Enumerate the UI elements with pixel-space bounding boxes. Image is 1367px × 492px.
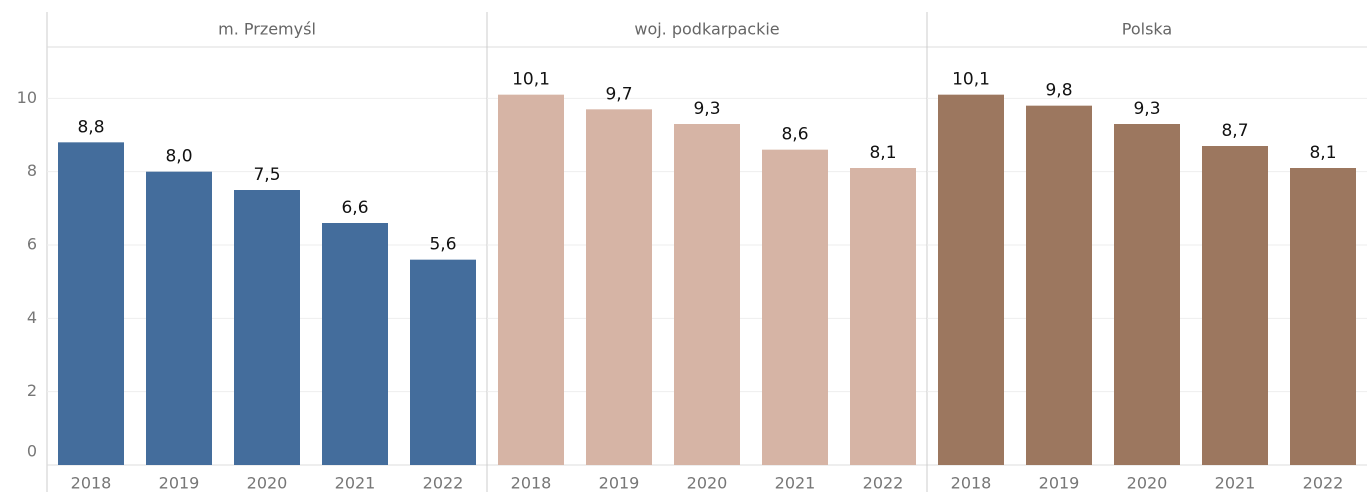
value-label: 8,1 — [869, 143, 896, 163]
bar — [586, 109, 652, 465]
x-tick-label: 2021 — [1215, 474, 1256, 492]
value-label: 8,7 — [1221, 121, 1248, 141]
x-tick-label: 2019 — [1039, 474, 1080, 492]
bar — [1202, 146, 1268, 465]
x-tick-label: 2019 — [599, 474, 640, 492]
value-label: 9,7 — [605, 84, 632, 104]
value-label: 10,1 — [952, 70, 990, 90]
x-tick-label: 2020 — [1127, 474, 1168, 492]
y-tick-label: 8 — [27, 161, 37, 180]
x-tick-label: 2022 — [1303, 474, 1344, 492]
bar — [1290, 168, 1356, 465]
x-tick-label: 2020 — [247, 474, 288, 492]
bar — [850, 168, 916, 465]
value-label: 9,3 — [1133, 99, 1160, 119]
x-tick-label: 2018 — [511, 474, 552, 492]
value-label: 9,8 — [1045, 81, 1072, 101]
bar — [1026, 105, 1092, 466]
y-tick-label: 0 — [27, 442, 37, 461]
x-tick-label: 2022 — [423, 474, 464, 492]
bar — [938, 94, 1004, 466]
value-label: 8,6 — [781, 125, 808, 145]
value-label: 10,1 — [512, 70, 550, 90]
panel-title: woj. podkarpackie — [634, 20, 779, 39]
value-label: 6,6 — [341, 198, 368, 218]
x-tick-label: 2019 — [159, 474, 200, 492]
y-tick-label: 4 — [27, 308, 37, 327]
x-tick-label: 2020 — [687, 474, 728, 492]
bar — [674, 124, 740, 465]
panel-title: m. Przemyśl — [218, 20, 316, 39]
x-tick-label: 2018 — [951, 474, 992, 492]
bar — [322, 223, 388, 465]
x-tick-label: 2021 — [335, 474, 376, 492]
bar — [1114, 124, 1180, 465]
bar — [762, 149, 828, 465]
bar — [58, 142, 124, 466]
value-label: 8,0 — [165, 147, 192, 167]
bar — [146, 171, 212, 465]
value-label: 7,5 — [253, 165, 280, 185]
x-tick-label: 2022 — [863, 474, 904, 492]
value-label: 5,6 — [429, 235, 456, 255]
y-tick-label: 6 — [27, 235, 37, 254]
value-label: 8,1 — [1309, 143, 1336, 163]
bar — [498, 94, 564, 466]
bar — [234, 190, 300, 465]
x-tick-label: 2018 — [71, 474, 112, 492]
value-label: 8,8 — [77, 117, 104, 137]
y-tick-label: 10 — [17, 88, 37, 107]
bar — [410, 259, 476, 465]
panel-title: Polska — [1122, 20, 1172, 39]
value-label: 9,3 — [693, 99, 720, 119]
x-tick-label: 2021 — [775, 474, 816, 492]
y-tick-label: 2 — [27, 381, 37, 400]
